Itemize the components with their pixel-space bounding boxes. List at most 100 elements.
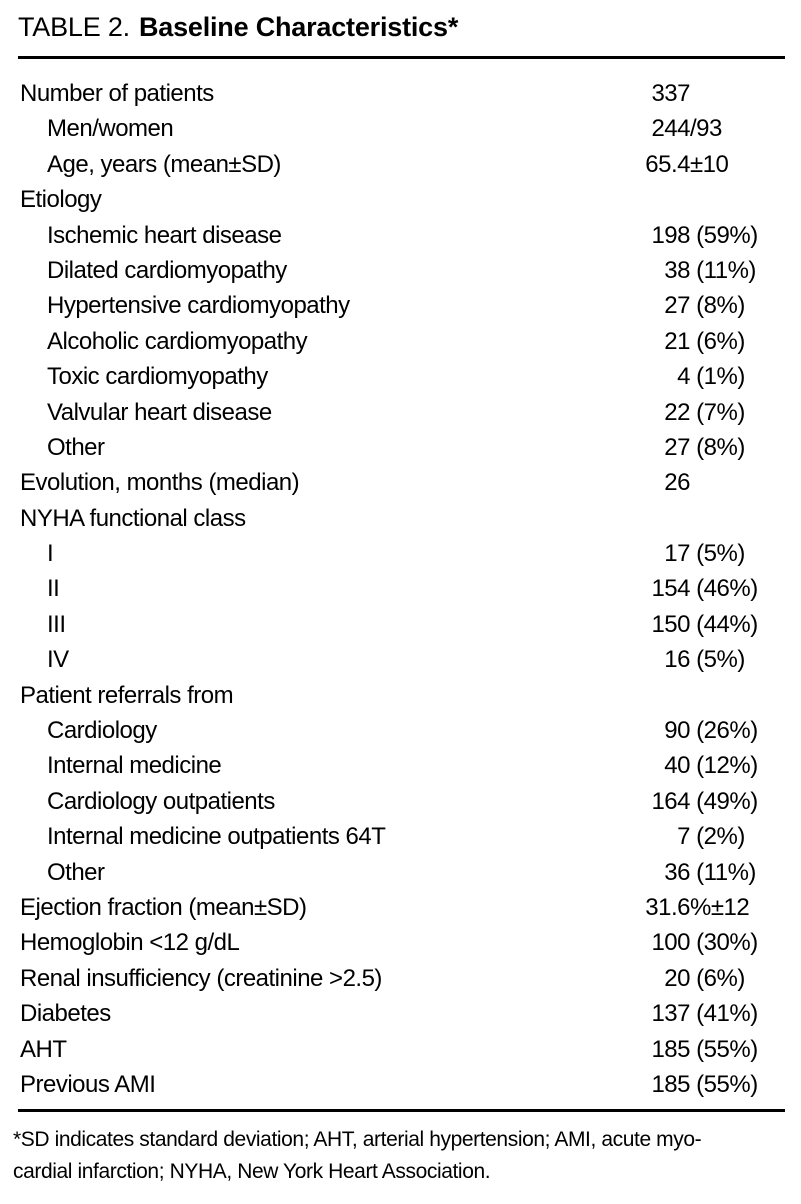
table-row: I 17 (5%) [20, 540, 785, 575]
table-rows: Number of patients 337 Men/women 244/93 … [20, 80, 785, 1106]
row-value-number: 100 [651, 929, 690, 957]
row-value: 90 (26%) [490, 717, 758, 745]
table-row: Internal medicine outpatients 64T 7 (2%) [20, 823, 785, 858]
row-label: NYHA functional class [20, 504, 246, 532]
row-value-number: 185 [651, 1035, 690, 1063]
row-label: Internal medicine [47, 752, 222, 780]
table-row: Men/women 244/93 [20, 115, 785, 150]
row-value-detail: (11%) [690, 858, 756, 886]
row-value: 40 (12%) [490, 752, 758, 780]
row-value: 21 (6%) [490, 328, 745, 356]
table-row: Toxic cardiomyopathy 4 (1%) [20, 363, 785, 398]
row-value: 198 (59%) [490, 222, 758, 250]
table-row: NYHA functional class [20, 505, 785, 540]
row-value-number: 185 [651, 1070, 690, 1098]
row-value-number: 36 [664, 858, 690, 886]
row-label: Age, years (mean±SD) [47, 150, 281, 178]
table-row: II 154 (46%) [20, 575, 785, 610]
row-label: Other [47, 433, 105, 461]
table-row: Alcoholic cardiomyopathy 21 (6%) [20, 328, 785, 363]
row-label: Toxic cardiomyopathy [47, 363, 268, 391]
row-label: Previous AMI [20, 1070, 156, 1098]
row-value-detail: (8%) [690, 433, 745, 461]
row-value: 31.6 %±12 [490, 894, 749, 922]
row-value: 185 (55%) [490, 1071, 758, 1099]
row-value-number: 26 [664, 469, 690, 497]
table-row: Etiology [20, 186, 785, 221]
row-value: 27 (8%) [490, 434, 745, 462]
row-label: Valvular heart disease [47, 398, 272, 426]
row-value-detail: (12%) [690, 752, 758, 780]
row-label: Ejection fraction (mean±SD) [20, 893, 307, 921]
row-value-detail: (26%) [690, 717, 758, 745]
row-label: Number of patients [20, 80, 214, 107]
footnote-line-2: cardial infarction; NYHA, New York Heart… [13, 1160, 491, 1183]
row-label: Etiology [20, 186, 102, 214]
table-row: Renal insufficiency (creatinine >2.5) 20… [20, 965, 785, 1000]
row-value-number: 198 [651, 221, 690, 249]
row-value: 150 (44%) [490, 611, 758, 639]
table-row: Previous AMI 185 (55%) [20, 1071, 785, 1106]
row-value-detail: (6%) [690, 964, 745, 992]
table-row: Cardiology 90 (26%) [20, 717, 785, 752]
row-label: AHT [20, 1035, 67, 1063]
row-value: 7 (2%) [490, 823, 745, 851]
table-row: Ischemic heart disease 198 (59%) [20, 222, 785, 257]
row-label: Internal medicine outpatients 64T [47, 823, 386, 851]
row-value-number: 31.6 [645, 893, 690, 921]
row-value-detail: (46%) [690, 575, 758, 603]
row-value-detail: (5%) [690, 646, 745, 674]
table-row: Diabetes 137 (41%) [20, 1000, 785, 1035]
row-value: 38 (11%) [490, 257, 756, 285]
row-value: 164 (49%) [490, 788, 758, 816]
row-value-detail: (7%) [690, 398, 745, 426]
row-label: Alcoholic cardiomyopathy [47, 327, 308, 355]
row-label: II [47, 575, 60, 603]
row-value-number: 244 [651, 115, 690, 143]
table-row: Valvular heart disease 22 (7%) [20, 399, 785, 434]
row-value-detail: (2%) [690, 823, 745, 851]
row-value-detail: (6%) [690, 327, 745, 355]
row-value: 20 (6%) [490, 965, 745, 993]
row-label: Evolution, months (median) [20, 469, 300, 497]
row-value-detail: (11%) [690, 256, 756, 284]
table-footnote: *SD indicates standard deviation; AHT, a… [13, 1124, 793, 1188]
row-value: 137 (41%) [490, 1000, 758, 1028]
row-value-number: 7 [677, 823, 690, 851]
row-label: Ischemic heart disease [47, 221, 282, 249]
footnote-line-1: *SD indicates standard deviation; AHT, a… [13, 1128, 702, 1151]
row-label: Men/women [47, 115, 174, 143]
row-value-detail: (5%) [690, 540, 745, 568]
row-value: 16 (5%) [490, 646, 745, 674]
row-value-number: 27 [664, 433, 690, 461]
row-value-detail: (44%) [690, 610, 758, 638]
table-row: AHT 185 (55%) [20, 1036, 785, 1071]
row-value-detail: (41%) [690, 1000, 758, 1028]
row-value-number: 90 [664, 717, 690, 745]
row-value-detail: (49%) [690, 787, 758, 815]
table-row: Internal medicine 40 (12%) [20, 752, 785, 787]
row-value: 244/93 [490, 115, 722, 143]
row-label: Renal insufficiency (creatinine >2.5) [20, 964, 382, 992]
row-value-number: 40 [664, 752, 690, 780]
table-row: Dilated cardiomyopathy 38 (11%) [20, 257, 785, 292]
row-value-number: 164 [651, 787, 690, 815]
bottom-rule [18, 1109, 785, 1112]
row-value: 100 (30%) [490, 929, 758, 957]
table-row: IV 16 (5%) [20, 646, 785, 681]
table-row: Hemoglobin <12 g/dL 100 (30%) [20, 929, 785, 964]
row-label: Other [47, 858, 105, 886]
row-value: 4 (1%) [490, 363, 745, 391]
table-row: Age, years (mean±SD) 65.4 ±10 [20, 151, 785, 186]
row-label: Cardiology outpatients [47, 787, 275, 815]
table-row: Evolution, months (median) 26 [20, 469, 785, 504]
row-value-detail: (8%) [690, 292, 745, 320]
row-value-number: 17 [664, 540, 690, 568]
row-value-number: 16 [664, 646, 690, 674]
row-value-number: 150 [651, 610, 690, 638]
row-value: 17 (5%) [490, 540, 745, 568]
table-row: Number of patients 337 [20, 80, 785, 115]
row-value-number: 137 [651, 1000, 690, 1028]
table-row: Other 27 (8%) [20, 434, 785, 469]
